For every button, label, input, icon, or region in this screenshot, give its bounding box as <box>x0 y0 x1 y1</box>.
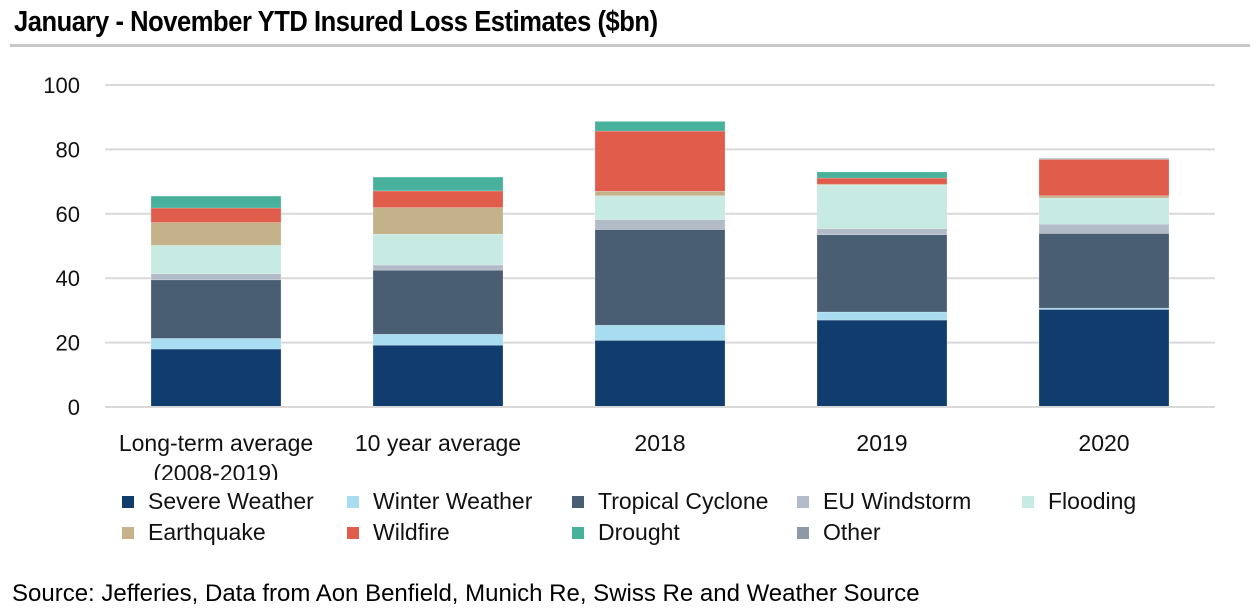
legend: Severe Weather Winter Weather Tropical Cyc… <box>0 488 1258 552</box>
y-tick-label: 0 <box>68 395 80 420</box>
x-tick-label: Long-term average <box>119 430 313 456</box>
legend-item-severe-weather: Severe Weather <box>122 488 314 515</box>
bar-segment-eu-windstorm <box>372 264 504 271</box>
bar-segment-eu-windstorm <box>1038 223 1170 234</box>
legend-swatch <box>572 495 584 508</box>
bar-segment-flooding <box>816 184 948 229</box>
y-tick-label: 20 <box>56 331 80 356</box>
legend-item-tropical-cyclone: Tropical Cyclone <box>572 488 768 515</box>
bar-segment-other <box>1038 158 1170 160</box>
bar-segment-severe-weather <box>1038 309 1170 408</box>
title-divider <box>10 44 1250 47</box>
legend-item-winter-weather: Winter Weather <box>347 488 532 515</box>
legend-label: Other <box>823 519 881 545</box>
legend-swatch <box>797 526 809 539</box>
legend-swatch <box>122 495 134 508</box>
y-tick-label: 60 <box>56 202 80 227</box>
bar-segment-flooding <box>594 195 726 220</box>
bar-segment-wildfire <box>816 177 948 185</box>
bar-segment-earthquake <box>372 207 504 235</box>
x-tick-label: 10 year average <box>355 430 521 456</box>
bar-segment-winter-weather <box>594 324 726 341</box>
bar-segment-wildfire <box>372 190 504 208</box>
bar-segment-tropical-cyclone <box>150 279 282 339</box>
legend-item-eu-windstorm: EU Windstorm <box>797 488 971 515</box>
bar-segment-earthquake <box>1038 195 1170 199</box>
y-tick-label: 80 <box>56 137 80 162</box>
bar-segment-drought <box>594 121 726 132</box>
legend-label: Drought <box>598 519 680 545</box>
legend-swatch <box>797 495 809 508</box>
x-tick-label: 2020 <box>1078 430 1129 456</box>
bar-segment-tropical-cyclone <box>594 229 726 326</box>
bar-segment-flooding <box>1038 197 1170 225</box>
bar-segment-severe-weather <box>594 340 726 408</box>
y-tick-label: 40 <box>56 266 80 291</box>
bar-segment-wildfire <box>150 207 282 223</box>
bar-segment-wildfire <box>1038 159 1170 197</box>
legend-item-drought: Drought <box>572 519 680 546</box>
bar-segment-severe-weather <box>372 344 504 408</box>
legend-swatch <box>572 526 584 539</box>
y-tick-label: 100 <box>43 73 80 98</box>
legend-item-flooding: Flooding <box>1022 488 1136 515</box>
bar-segment-winter-weather <box>150 338 282 350</box>
legend-swatch <box>347 526 359 539</box>
legend-label: Flooding <box>1048 488 1137 514</box>
legend-item-wildfire: Wildfire <box>347 519 450 546</box>
bar-segment-eu-windstorm <box>816 228 948 236</box>
legend-label: Severe Weather <box>148 488 314 514</box>
bar-segment-severe-weather <box>150 348 282 408</box>
legend-label: Winter Weather <box>373 488 533 514</box>
bar-segment-tropical-cyclone <box>1038 233 1170 309</box>
legend-label: Earthquake <box>148 519 266 545</box>
legend-label: EU Windstorm <box>823 488 972 514</box>
bar-segment-drought <box>150 195 282 209</box>
bar-segment-tropical-cyclone <box>372 269 504 335</box>
x-tick-label: 2019 <box>856 430 907 456</box>
bar-segment-eu-windstorm <box>150 273 282 281</box>
bar-segment-earthquake <box>594 190 726 197</box>
legend-swatch <box>1022 495 1034 508</box>
legend-swatch <box>347 495 359 508</box>
legend-item-earthquake: Earthquake <box>122 519 266 546</box>
x-tick-label: 2018 <box>634 430 685 456</box>
chart-title: January - November YTD Insured Loss Esti… <box>14 6 658 38</box>
bar-segment-earthquake <box>150 222 282 246</box>
bar-segment-winter-weather <box>372 333 504 346</box>
bar-segment-drought <box>816 171 948 179</box>
legend-label: Wildfire <box>373 519 450 545</box>
bar-segment-wildfire <box>594 130 726 192</box>
bar-segment-flooding <box>372 233 504 266</box>
source-note: Source: Jefferies, Data from Aon Benfiel… <box>12 580 920 607</box>
stacked-bar-chart: 0 20 40 60 80 100 Long-term average (2008-2019)… <box>43 73 1215 480</box>
legend-label: Tropical Cyclone <box>598 488 769 514</box>
bar-segment-tropical-cyclone <box>816 234 948 313</box>
bar-segment-drought <box>372 176 504 192</box>
bar-segment-flooding <box>150 245 282 274</box>
x-tick-label: (2008-2019) <box>153 460 278 480</box>
legend-item-other: Other <box>797 519 881 546</box>
bar-segment-severe-weather <box>816 319 948 408</box>
bar-segment-winter-weather <box>816 311 948 321</box>
legend-swatch <box>122 526 134 539</box>
bar-segment-eu-windstorm <box>594 219 726 230</box>
